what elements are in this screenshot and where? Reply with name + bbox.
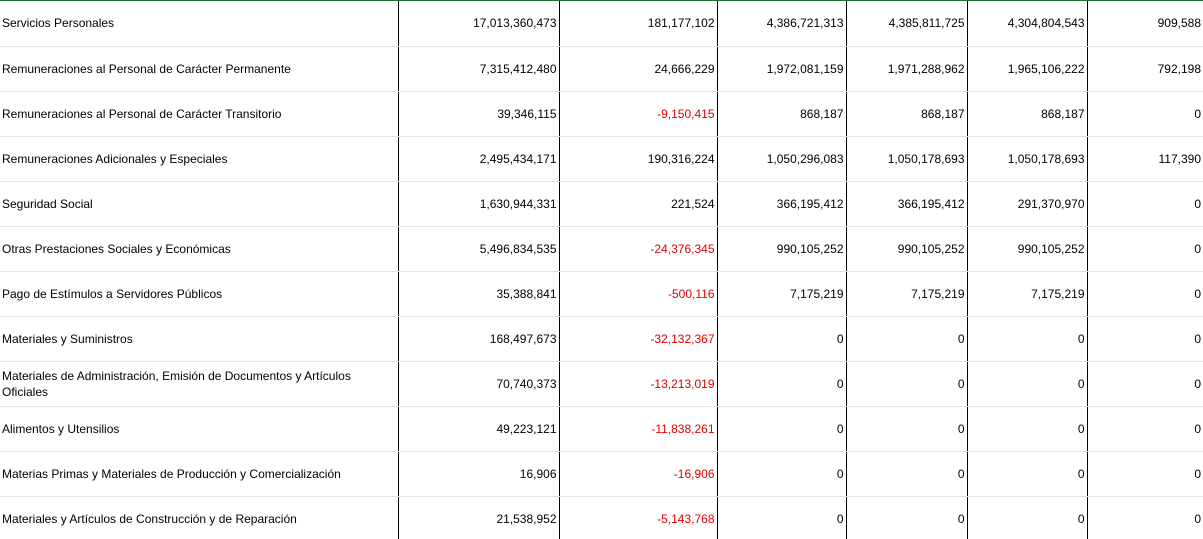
value-cell[interactable]: 70,740,373 (398, 361, 560, 407)
value-cell[interactable]: 39,346,115 (398, 91, 560, 137)
table-row: Seguridad Social 1,630,944,331 221,524 366,… (0, 181, 1203, 227)
value-cell[interactable]: -500,116 (559, 271, 718, 317)
value-cell[interactable]: 0 (1087, 451, 1203, 497)
table-row: Materiales y Artículos de Construcción y… (0, 496, 1203, 539)
value-cell[interactable]: 990,105,252 (846, 226, 968, 272)
value-cell[interactable]: 7,175,219 (846, 271, 968, 317)
value-cell[interactable]: -13,213,019 (559, 361, 718, 407)
value-cell[interactable]: 0 (1087, 91, 1203, 137)
value-cell[interactable]: 0 (846, 316, 968, 362)
value-cell[interactable]: 0 (1087, 181, 1203, 227)
value-cell[interactable]: 0 (967, 451, 1088, 497)
value-cell[interactable]: 0 (846, 451, 968, 497)
value-cell[interactable]: 0 (1087, 316, 1203, 362)
value-cell[interactable]: 990,105,252 (717, 226, 847, 272)
value-cell[interactable]: 0 (717, 451, 847, 497)
row-label-cell[interactable]: Servicios Personales (0, 1, 399, 47)
value-cell[interactable]: -24,376,345 (559, 226, 718, 272)
value-cell[interactable]: 0 (1087, 496, 1203, 539)
row-label-cell[interactable]: Remuneraciones al Personal de Carácter T… (0, 91, 399, 137)
value-cell[interactable]: 0 (967, 496, 1088, 539)
value-cell[interactable]: 0 (717, 406, 847, 452)
value-cell[interactable]: 4,304,804,543 (967, 1, 1088, 47)
value-cell[interactable]: 0 (967, 361, 1088, 407)
row-label-cell[interactable]: Pago de Estímulos a Servidores Públicos (0, 271, 399, 317)
value-cell[interactable]: 366,195,412 (717, 181, 847, 227)
value-cell[interactable]: 868,187 (717, 91, 847, 137)
value-cell[interactable]: -9,150,415 (559, 91, 718, 137)
value-cell[interactable]: 7,315,412,480 (398, 46, 560, 92)
value-cell[interactable]: 1,971,288,962 (846, 46, 968, 92)
table-row: Remuneraciones al Personal de Carácter P… (0, 46, 1203, 92)
value-cell[interactable]: 5,496,834,535 (398, 226, 560, 272)
value-cell[interactable]: -16,906 (559, 451, 718, 497)
table-row: Remuneraciones Adicionales y Especiales 2… (0, 136, 1203, 182)
value-cell[interactable]: 366,195,412 (846, 181, 968, 227)
value-cell[interactable]: 181,177,102 (559, 1, 718, 47)
value-cell[interactable]: 4,385,811,725 (846, 1, 968, 47)
row-label-cell[interactable]: Remuneraciones Adicionales y Especiales (0, 136, 399, 182)
table-row: Remuneraciones al Personal de Carácter T… (0, 91, 1203, 137)
row-label-cell[interactable]: Materiales de Administración, Emisión de… (0, 361, 399, 407)
table-row: Materiales y Suministros 168,497,673 -32,1… (0, 316, 1203, 362)
table-row: Pago de Estímulos a Servidores Públicos 3… (0, 271, 1203, 317)
value-cell[interactable]: 0 (967, 406, 1088, 452)
value-cell[interactable]: 0 (846, 361, 968, 407)
table-row: Servicios Personales 17,013,360,473 181,17… (0, 1, 1203, 47)
table-row: Alimentos y Utensilios 49,223,121 -11,838,… (0, 406, 1203, 452)
value-cell[interactable]: 0 (846, 496, 968, 539)
value-cell[interactable]: 49,223,121 (398, 406, 560, 452)
value-cell[interactable]: -11,838,261 (559, 406, 718, 452)
table-row: Otras Prestaciones Sociales y Económicas… (0, 226, 1203, 272)
value-cell[interactable]: 0 (1087, 271, 1203, 317)
value-cell[interactable]: 2,495,434,171 (398, 136, 560, 182)
value-cell[interactable]: 221,524 (559, 181, 718, 227)
value-cell[interactable]: 35,388,841 (398, 271, 560, 317)
value-cell[interactable]: 117,390 (1087, 136, 1203, 182)
value-cell[interactable]: 0 (717, 496, 847, 539)
row-label-cell[interactable]: Materias Primas y Materiales de Producci… (0, 451, 399, 497)
value-cell[interactable]: 21,538,952 (398, 496, 560, 539)
table-row: Materiales de Administración, Emisión de… (0, 361, 1203, 407)
value-cell[interactable]: 0 (1087, 361, 1203, 407)
value-cell[interactable]: 7,175,219 (717, 271, 847, 317)
value-cell[interactable]: 1,050,296,083 (717, 136, 847, 182)
row-label-cell[interactable]: Materiales y Artículos de Construcción y… (0, 496, 399, 539)
value-cell[interactable]: 1,630,944,331 (398, 181, 560, 227)
value-cell[interactable]: 0 (717, 316, 847, 362)
row-label-cell[interactable]: Otras Prestaciones Sociales y Económicas (0, 226, 399, 272)
value-cell[interactable]: 0 (846, 406, 968, 452)
value-cell[interactable]: 0 (967, 316, 1088, 362)
value-cell[interactable]: -5,143,768 (559, 496, 718, 539)
value-cell[interactable]: 17,013,360,473 (398, 1, 560, 47)
value-cell[interactable]: 4,386,721,313 (717, 1, 847, 47)
value-cell[interactable]: 168,497,673 (398, 316, 560, 362)
value-cell[interactable]: 1,965,106,222 (967, 46, 1088, 92)
value-cell[interactable]: 1,972,081,159 (717, 46, 847, 92)
table-row: Materias Primas y Materiales de Producci… (0, 451, 1203, 497)
value-cell[interactable]: 190,316,224 (559, 136, 718, 182)
value-cell[interactable]: 909,588 (1087, 1, 1203, 47)
value-cell[interactable]: 24,666,229 (559, 46, 718, 92)
value-cell[interactable]: 0 (1087, 226, 1203, 272)
value-cell[interactable]: -32,132,367 (559, 316, 718, 362)
row-label-cell[interactable]: Materiales y Suministros (0, 316, 399, 362)
value-cell[interactable]: 990,105,252 (967, 226, 1088, 272)
row-label-cell[interactable]: Remuneraciones al Personal de Carácter P… (0, 46, 399, 92)
row-label-cell[interactable]: Alimentos y Utensilios (0, 406, 399, 452)
value-cell[interactable]: 0 (717, 361, 847, 407)
value-cell[interactable]: 792,198 (1087, 46, 1203, 92)
value-cell[interactable]: 868,187 (846, 91, 968, 137)
value-cell[interactable]: 1,050,178,693 (846, 136, 968, 182)
value-cell[interactable]: 16,906 (398, 451, 560, 497)
value-cell[interactable]: 291,370,970 (967, 181, 1088, 227)
value-cell[interactable]: 7,175,219 (967, 271, 1088, 317)
value-cell[interactable]: 1,050,178,693 (967, 136, 1088, 182)
value-cell[interactable]: 868,187 (967, 91, 1088, 137)
row-label-cell[interactable]: Seguridad Social (0, 181, 399, 227)
value-cell[interactable]: 0 (1087, 406, 1203, 452)
